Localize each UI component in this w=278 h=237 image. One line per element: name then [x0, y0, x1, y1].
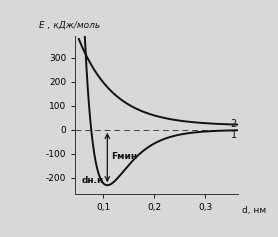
Text: 1: 1 [231, 130, 237, 140]
Text: Fмин: Fмин [111, 152, 137, 161]
Text: dн.н: dн.н [81, 176, 104, 185]
Text: 2: 2 [231, 119, 237, 129]
Text: d, нм: d, нм [242, 206, 266, 215]
Text: E , кДж/моль: E , кДж/моль [39, 21, 100, 30]
